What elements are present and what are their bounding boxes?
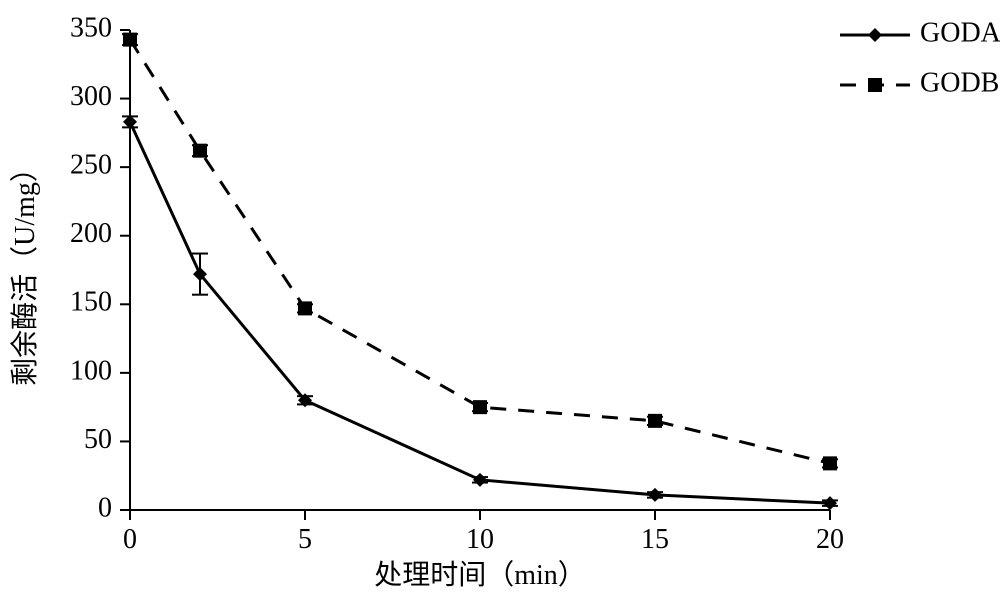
y-tick-label: 50 — [84, 424, 112, 455]
x-tick-label: 10 — [466, 524, 494, 555]
marker-square — [123, 33, 137, 47]
series-line-GODB — [130, 40, 830, 464]
legend-label-GODB: GODB — [920, 67, 999, 98]
y-tick-label: 150 — [70, 287, 112, 318]
x-tick-label: 5 — [298, 524, 312, 555]
y-axis-label: 剩余酶活（U/mg） — [9, 154, 41, 386]
marker-square — [473, 400, 487, 414]
x-tick-label: 15 — [641, 524, 669, 555]
marker-diamond — [473, 473, 487, 487]
series-line-GODA — [130, 122, 830, 503]
x-tick-label: 0 — [123, 524, 137, 555]
x-axis-label: 处理时间（min） — [374, 559, 586, 591]
marker-square — [298, 301, 312, 315]
marker-diamond — [648, 488, 662, 502]
chart-svg: 0 50 100 150 200 250 300 350 0 5 10 15 20 处理时间（min） 剩余… — [0, 0, 1000, 595]
y-tick-label: 0 — [98, 492, 112, 523]
legend-marker-square — [868, 78, 882, 92]
marker-square — [193, 144, 207, 158]
marker-square — [823, 456, 837, 470]
legend-label-GODA: GODA — [920, 17, 1000, 48]
x-tick-label: 20 — [816, 524, 844, 555]
legend-marker-diamond — [868, 28, 882, 42]
y-tick-label: 100 — [70, 355, 112, 386]
marker-diamond — [823, 496, 837, 510]
y-tick-label: 200 — [70, 218, 112, 249]
y-tick-label: 350 — [70, 12, 112, 43]
y-tick-label: 300 — [70, 81, 112, 112]
marker-square — [648, 414, 662, 428]
line-chart: 0 50 100 150 200 250 300 350 0 5 10 15 20 处理时间（min） 剩余… — [0, 0, 1000, 595]
y-tick-label: 250 — [70, 150, 112, 181]
